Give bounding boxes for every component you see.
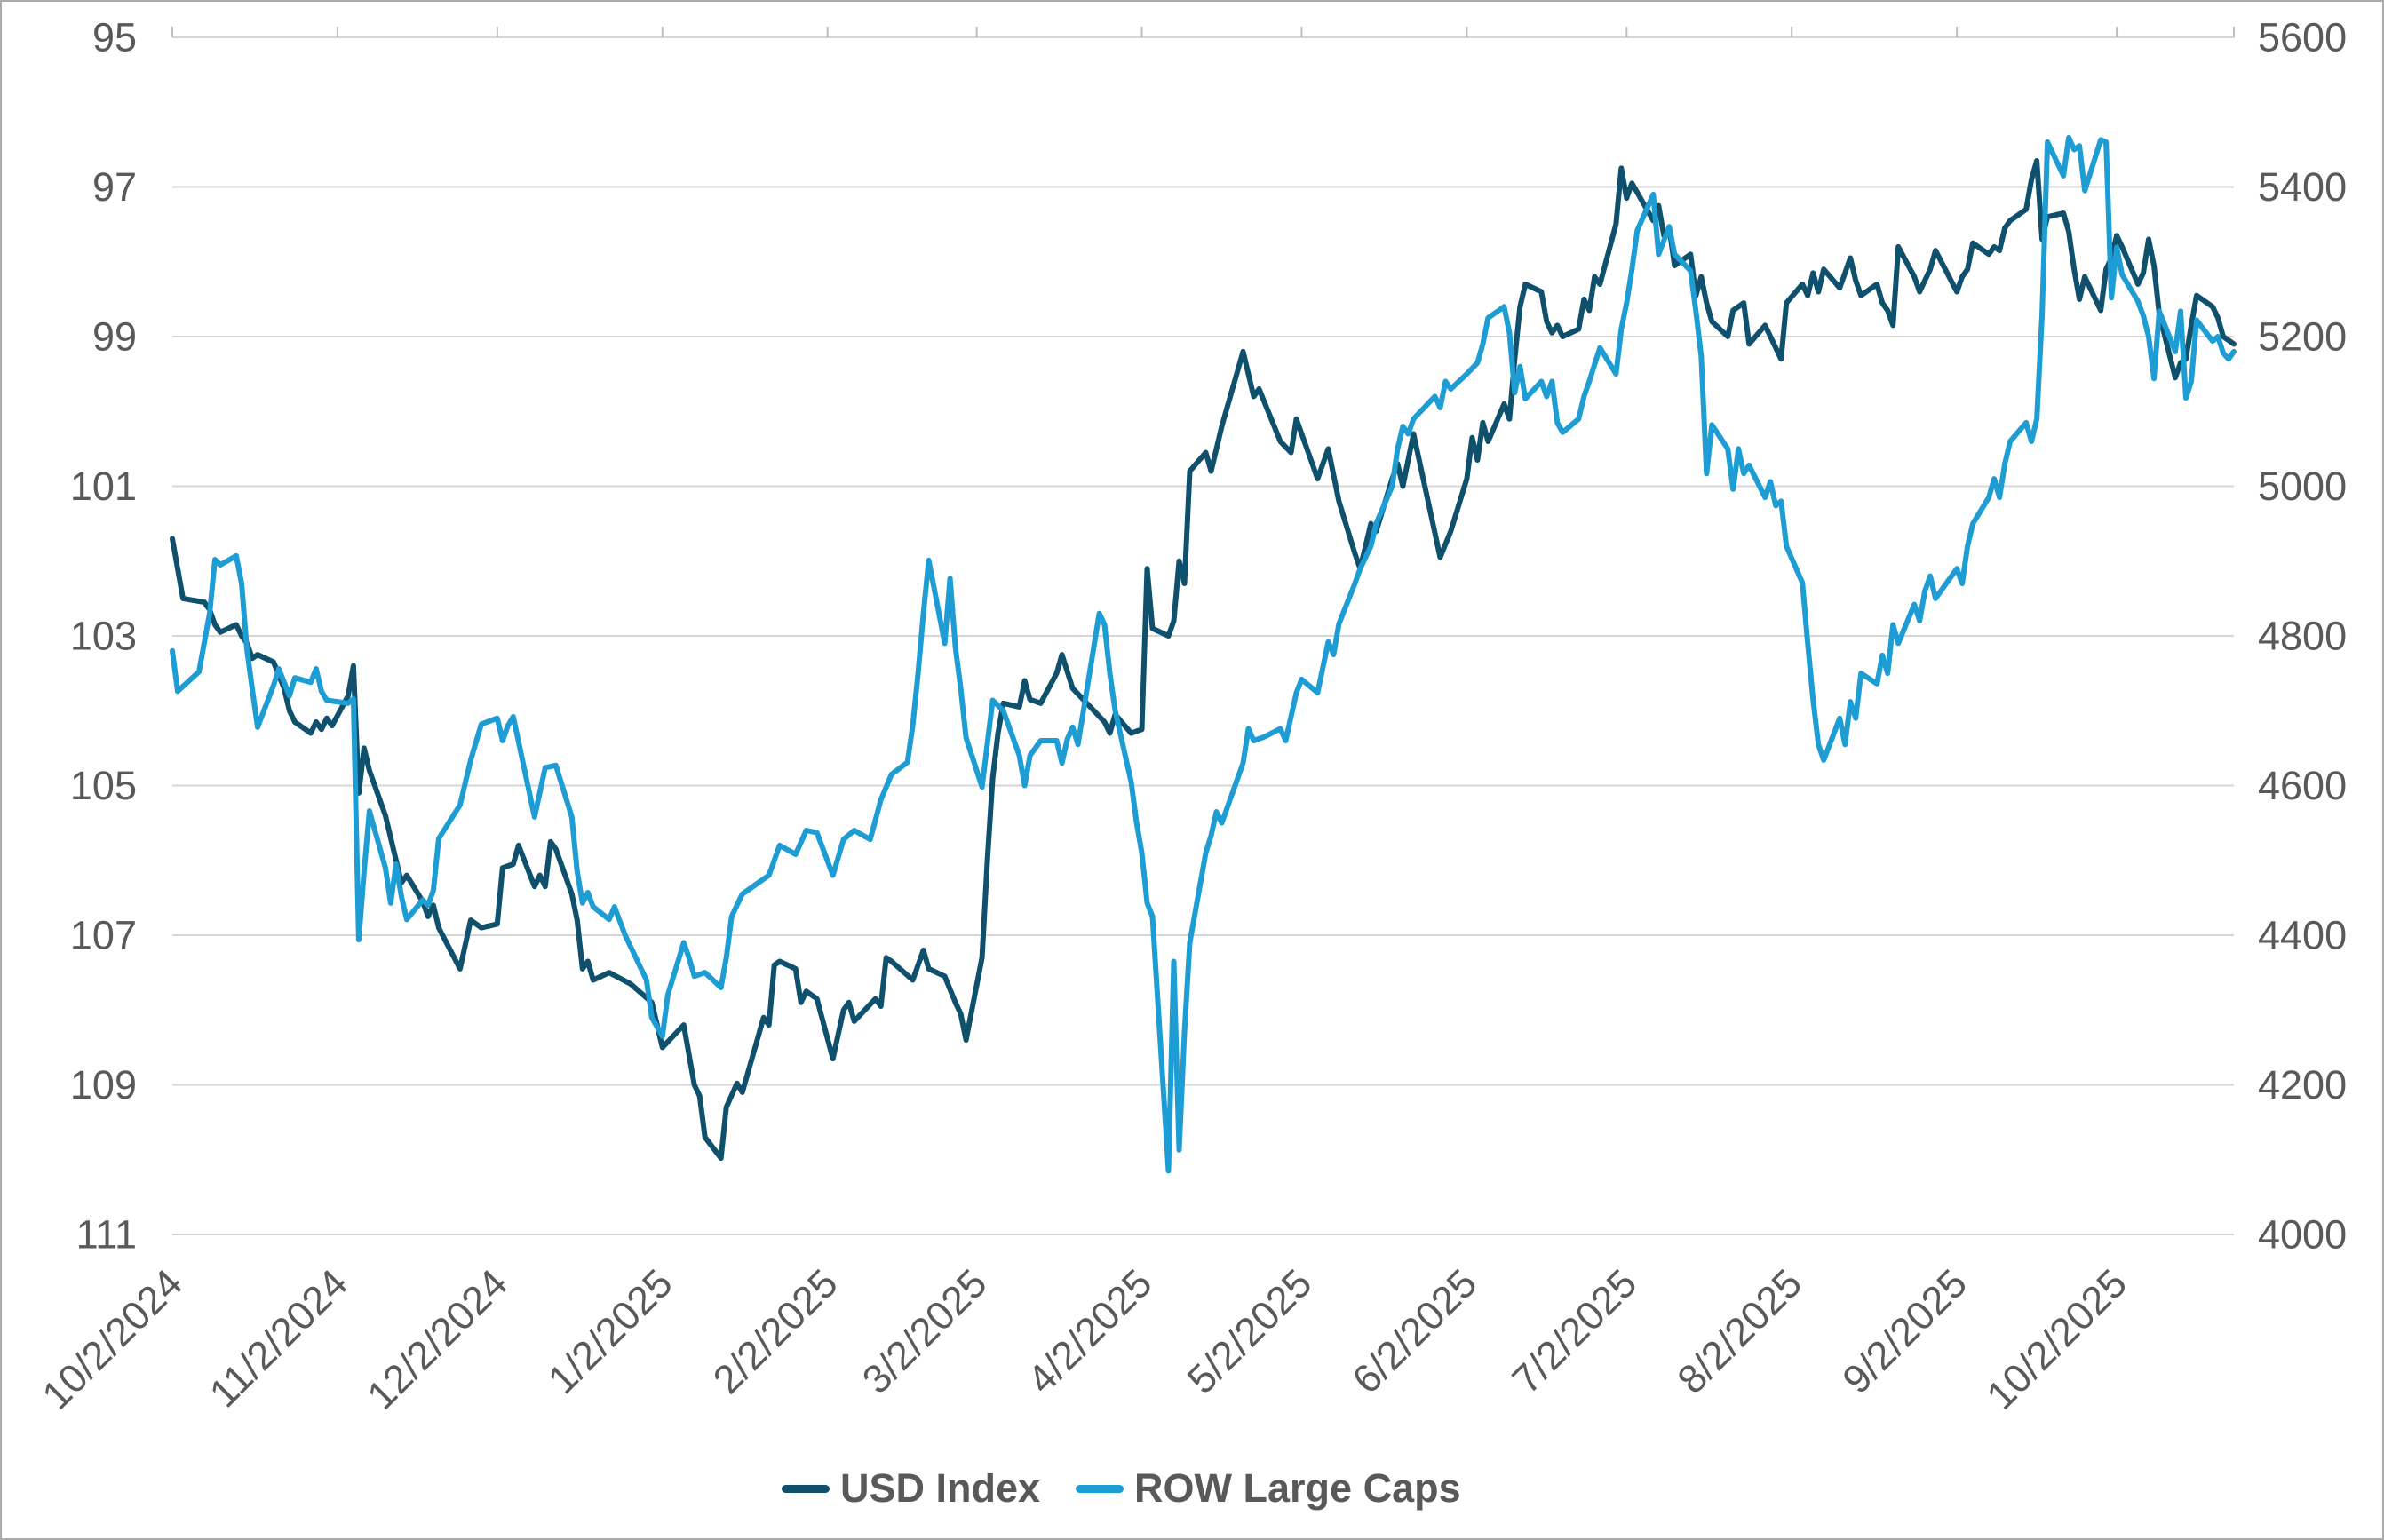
left-axis-tick-label: 105 [70,763,137,808]
row-large-caps-line [170,134,2237,1174]
right-axis-tick-label: 4600 [2258,763,2347,808]
legend-item-usd-index: USD Index [782,1465,1040,1512]
legend: USD Index ROW Large Caps [782,1465,1461,1512]
usd-index-line [170,158,2237,1162]
left-axis-tick-label: 109 [70,1062,137,1107]
x-axis-tick-label: 8/2/2025 [1668,1260,1810,1402]
left-axis-tick-label: 99 [92,314,137,360]
left-axis-tick-label: 95 [92,15,137,60]
x-axis-tick-label: 6/2/2025 [1344,1260,1486,1402]
legend-item-row-large-caps: ROW Large Caps [1076,1465,1461,1512]
x-axis-tick-label: 7/2/2025 [1503,1260,1645,1402]
right-axis-tick-label: 5600 [2258,15,2347,60]
row-large-caps-line-swatch [1076,1484,1124,1493]
right-axis-tick-label: 5400 [2258,164,2347,210]
legend-label-usd-index: USD Index [840,1465,1041,1511]
right-axis-tick-label: 4400 [2258,913,2347,958]
right-axis-tick-label: 4800 [2258,614,2347,659]
legend-label-row-large-caps: ROW Large Caps [1134,1465,1461,1511]
right-axis-tick-label: 4200 [2258,1062,2347,1107]
left-axis-tick-label: 103 [70,614,137,659]
x-axis-tick-label: 2/2/2025 [704,1260,846,1402]
x-axis-tick-label: 5/2/2025 [1179,1260,1321,1402]
right-axis-tick-label: 5200 [2258,314,2347,360]
usd-index-line-swatch [782,1484,830,1493]
left-axis-tick-label: 101 [70,464,137,509]
right-axis-tick-label: 5000 [2258,464,2347,509]
x-axis-tick-label: 1/2/2025 [539,1260,681,1402]
left-axis-tick-label: 111 [76,1212,137,1258]
x-axis-tick-label: 9/2/2025 [1833,1260,1975,1402]
left-axis-tick-label: 107 [70,913,137,958]
x-axis-tick-label: 3/2/2025 [854,1260,996,1402]
x-axis-tick-label: 10/2/2024 [33,1260,191,1418]
x-axis-tick-label: 12/2/2024 [358,1260,516,1418]
x-axis-tick-label: 11/2/2024 [201,1260,356,1416]
x-axis-tick-label: 10/2/2025 [1978,1260,2136,1418]
left-axis-tick-label: 97 [92,164,137,210]
right-axis-tick-label: 4000 [2258,1212,2347,1258]
x-axis-tick-label: 4/2/2025 [1019,1260,1161,1402]
